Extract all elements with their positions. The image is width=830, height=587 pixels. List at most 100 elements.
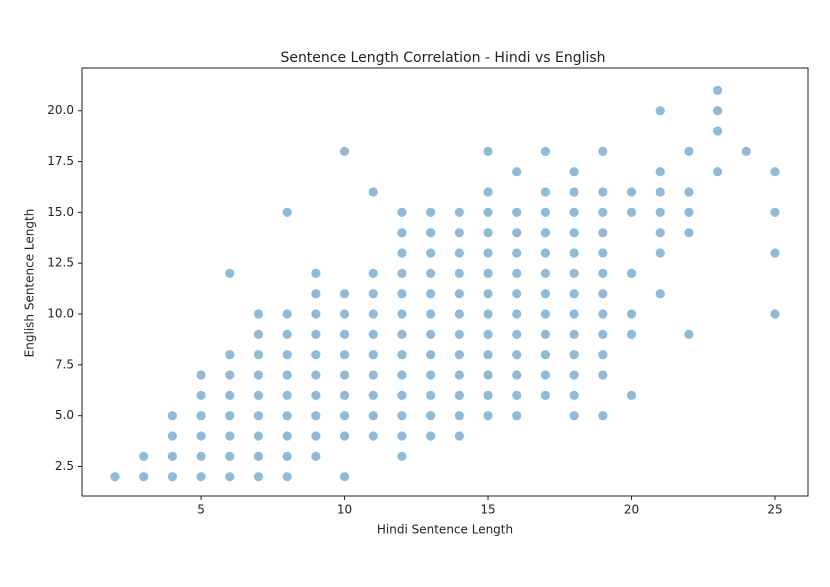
point: [569, 309, 579, 319]
point: [110, 472, 120, 482]
x-tick-label: 20: [624, 503, 639, 517]
point: [569, 370, 579, 380]
point: [770, 309, 780, 319]
y-tick-label: 7.5: [55, 357, 74, 371]
point: [282, 390, 292, 400]
point: [339, 411, 350, 421]
point: [540, 390, 551, 400]
point: [339, 431, 350, 441]
point: [139, 451, 149, 461]
point: [225, 411, 235, 421]
point: [512, 350, 522, 360]
point: [626, 207, 637, 217]
point: [512, 207, 522, 217]
point: [311, 329, 321, 339]
point: [540, 329, 551, 339]
y-tick-label: 5.0: [55, 408, 74, 422]
point: [196, 370, 206, 380]
point: [770, 167, 780, 177]
point: [713, 106, 723, 116]
point: [684, 187, 694, 197]
point: [225, 431, 235, 441]
point: [339, 309, 350, 319]
point: [282, 207, 292, 217]
point: [167, 411, 177, 421]
point: [368, 370, 378, 380]
point: [225, 472, 235, 482]
point: [540, 370, 551, 380]
point: [483, 370, 493, 380]
y-tick-label: 2.5: [55, 459, 74, 473]
point: [253, 350, 264, 360]
point: [598, 248, 608, 258]
point: [311, 309, 321, 319]
point: [426, 309, 436, 319]
point: [282, 411, 292, 421]
point: [368, 187, 378, 197]
point: [426, 248, 436, 258]
point: [598, 207, 608, 217]
point: [454, 390, 464, 400]
y-tick-label: 12.5: [47, 256, 74, 270]
point: [167, 472, 177, 482]
point: [426, 268, 436, 278]
point: [253, 370, 264, 380]
point: [311, 350, 321, 360]
point: [454, 370, 464, 380]
point: [512, 329, 522, 339]
point: [770, 207, 780, 217]
point: [512, 248, 522, 258]
point: [684, 228, 694, 238]
point: [339, 146, 350, 156]
point: [426, 228, 436, 238]
point: [540, 228, 551, 238]
point: [282, 451, 292, 461]
point: [397, 228, 407, 238]
point: [684, 146, 694, 156]
point: [397, 289, 407, 299]
point: [339, 370, 350, 380]
point: [540, 248, 551, 258]
point: [339, 350, 350, 360]
point: [454, 207, 464, 217]
point: [512, 370, 522, 380]
point: [397, 451, 407, 461]
point: [483, 329, 493, 339]
point: [397, 350, 407, 360]
point: [483, 187, 493, 197]
point: [512, 411, 522, 421]
y-tick-label: 17.5: [47, 154, 74, 168]
point: [483, 390, 493, 400]
point: [253, 472, 264, 482]
point: [540, 309, 551, 319]
point: [540, 146, 551, 156]
point: [454, 248, 464, 258]
point: [713, 167, 723, 177]
point: [684, 329, 694, 339]
point: [770, 248, 780, 258]
point: [655, 106, 665, 116]
point: [397, 207, 407, 217]
point: [598, 329, 608, 339]
point: [225, 268, 235, 278]
point: [397, 390, 407, 400]
point: [339, 329, 350, 339]
point: [598, 268, 608, 278]
point: [253, 390, 264, 400]
y-tick-label: 10.0: [47, 307, 74, 321]
point: [483, 207, 493, 217]
point: [397, 411, 407, 421]
point: [282, 309, 292, 319]
point: [311, 411, 321, 421]
point: [426, 350, 436, 360]
point: [368, 390, 378, 400]
point: [512, 228, 522, 238]
point: [139, 472, 149, 482]
point: [196, 431, 206, 441]
point: [426, 289, 436, 299]
point: [512, 390, 522, 400]
point: [598, 228, 608, 238]
x-tick-label: 15: [480, 503, 495, 517]
point: [311, 370, 321, 380]
point: [655, 167, 665, 177]
